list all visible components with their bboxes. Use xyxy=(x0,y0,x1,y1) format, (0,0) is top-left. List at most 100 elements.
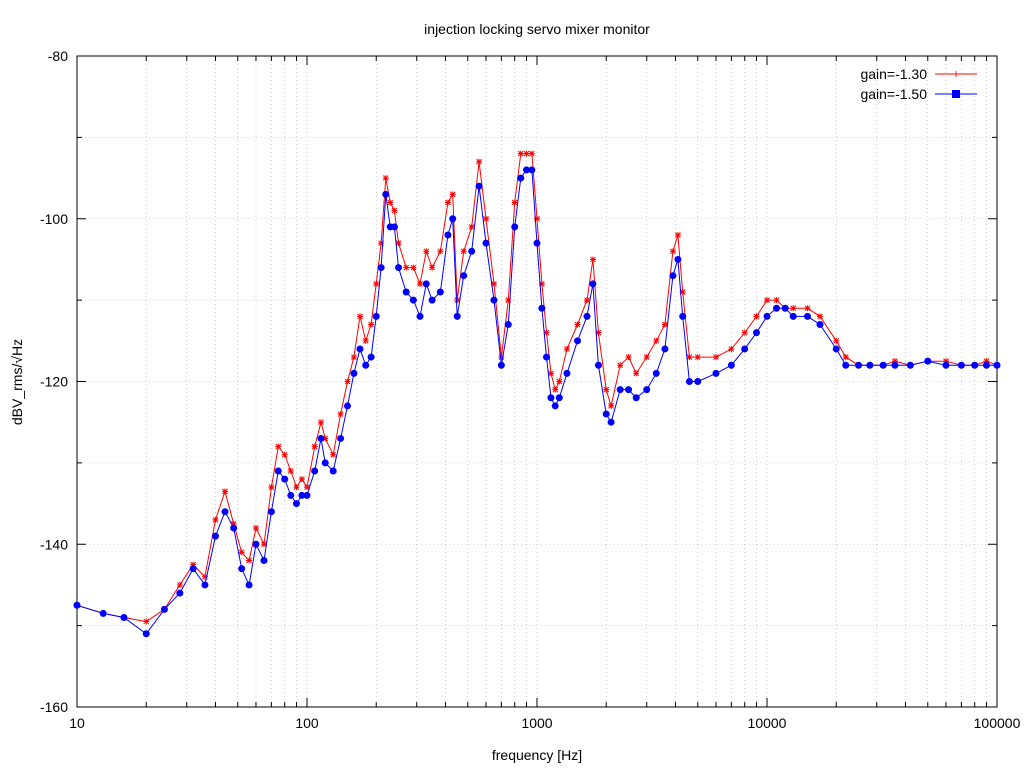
data-point xyxy=(281,475,289,483)
data-point xyxy=(538,280,545,287)
legend: gain=-1.30 + gain=-1.50 xyxy=(860,66,977,102)
data-point xyxy=(274,467,282,475)
data-point xyxy=(311,467,319,475)
data-point xyxy=(574,337,582,345)
data-point xyxy=(790,305,797,312)
data-point xyxy=(594,361,602,369)
data-point xyxy=(260,557,268,565)
data-point xyxy=(741,329,748,336)
data-point xyxy=(201,573,208,580)
data-point xyxy=(350,369,358,377)
series-gain-1-50 xyxy=(73,166,1001,638)
data-point xyxy=(356,345,364,353)
data-point xyxy=(763,312,771,320)
data-point xyxy=(773,297,780,304)
data-point xyxy=(143,618,150,625)
data-point xyxy=(832,345,840,353)
y-tick-label: -100 xyxy=(40,211,68,227)
data-point xyxy=(245,581,253,589)
data-point xyxy=(556,378,563,385)
data-point xyxy=(337,411,344,418)
data-point xyxy=(372,312,380,320)
data-point xyxy=(533,239,541,247)
data-point xyxy=(728,345,735,352)
data-point xyxy=(444,231,452,239)
data-point xyxy=(625,354,632,361)
y-tick-label: -120 xyxy=(40,374,68,390)
data-point xyxy=(842,354,849,361)
data-point xyxy=(428,296,436,304)
data-point xyxy=(694,378,702,385)
data-point xyxy=(982,361,990,369)
data-point xyxy=(417,280,424,287)
data-point xyxy=(781,304,789,312)
data-point xyxy=(449,191,456,198)
data-point xyxy=(497,361,505,369)
data-point xyxy=(377,264,385,272)
legend-marker-square xyxy=(952,90,960,98)
data-point xyxy=(246,557,253,564)
data-point xyxy=(616,386,624,394)
legend-marker-plus: + xyxy=(952,67,959,81)
data-point xyxy=(694,354,701,361)
data-point xyxy=(816,321,824,329)
data-point xyxy=(866,361,874,369)
data-point xyxy=(468,223,475,230)
data-point xyxy=(429,264,436,271)
data-point xyxy=(855,361,863,369)
data-point xyxy=(993,361,1001,369)
legend-label-gain-1-50: gain=-1.50 xyxy=(860,86,927,102)
data-point xyxy=(643,354,650,361)
chart-title: injection locking servo mixer monitor xyxy=(424,21,650,37)
data-point xyxy=(73,601,81,609)
data-point xyxy=(275,443,282,450)
data-point xyxy=(201,581,209,589)
data-point xyxy=(160,605,168,613)
data-point xyxy=(983,358,990,365)
data-point xyxy=(686,354,693,361)
data-point xyxy=(330,451,337,458)
data-point xyxy=(460,272,468,280)
y-tick-label: -160 xyxy=(40,699,68,715)
axis-ticks: 10 100 1000 10000 100000 -160 -140 -120 -100 -80 xyxy=(40,48,1021,731)
data-point xyxy=(498,354,505,361)
data-point xyxy=(727,361,735,369)
data-point xyxy=(632,394,640,402)
data-point xyxy=(879,361,887,369)
data-point xyxy=(454,297,461,304)
data-point xyxy=(344,378,351,385)
data-point xyxy=(490,296,498,304)
data-point xyxy=(753,313,760,320)
data-point xyxy=(298,476,305,483)
data-point xyxy=(543,329,550,336)
data-point xyxy=(176,589,184,597)
data-point xyxy=(555,394,563,402)
data-point xyxy=(957,361,965,369)
data-point xyxy=(924,357,932,365)
data-point xyxy=(260,541,267,548)
data-point xyxy=(190,561,197,568)
data-point xyxy=(350,354,357,361)
data-point xyxy=(589,280,597,288)
data-point xyxy=(281,451,288,458)
data-point xyxy=(712,369,720,377)
data-point xyxy=(468,247,476,255)
data-point xyxy=(528,150,535,157)
data-point xyxy=(436,288,444,296)
data-point xyxy=(595,329,602,336)
x-axis-label: frequency [Hz] xyxy=(492,747,582,763)
data-point xyxy=(602,410,610,418)
data-point xyxy=(238,565,246,573)
data-point xyxy=(669,248,676,255)
data-point xyxy=(891,361,899,369)
data-point xyxy=(552,386,559,393)
data-point xyxy=(534,215,540,222)
data-point xyxy=(906,361,914,369)
data-point xyxy=(304,484,310,491)
data-point xyxy=(607,418,615,426)
data-point xyxy=(362,361,370,369)
data-point xyxy=(942,358,949,365)
data-point xyxy=(387,199,394,206)
